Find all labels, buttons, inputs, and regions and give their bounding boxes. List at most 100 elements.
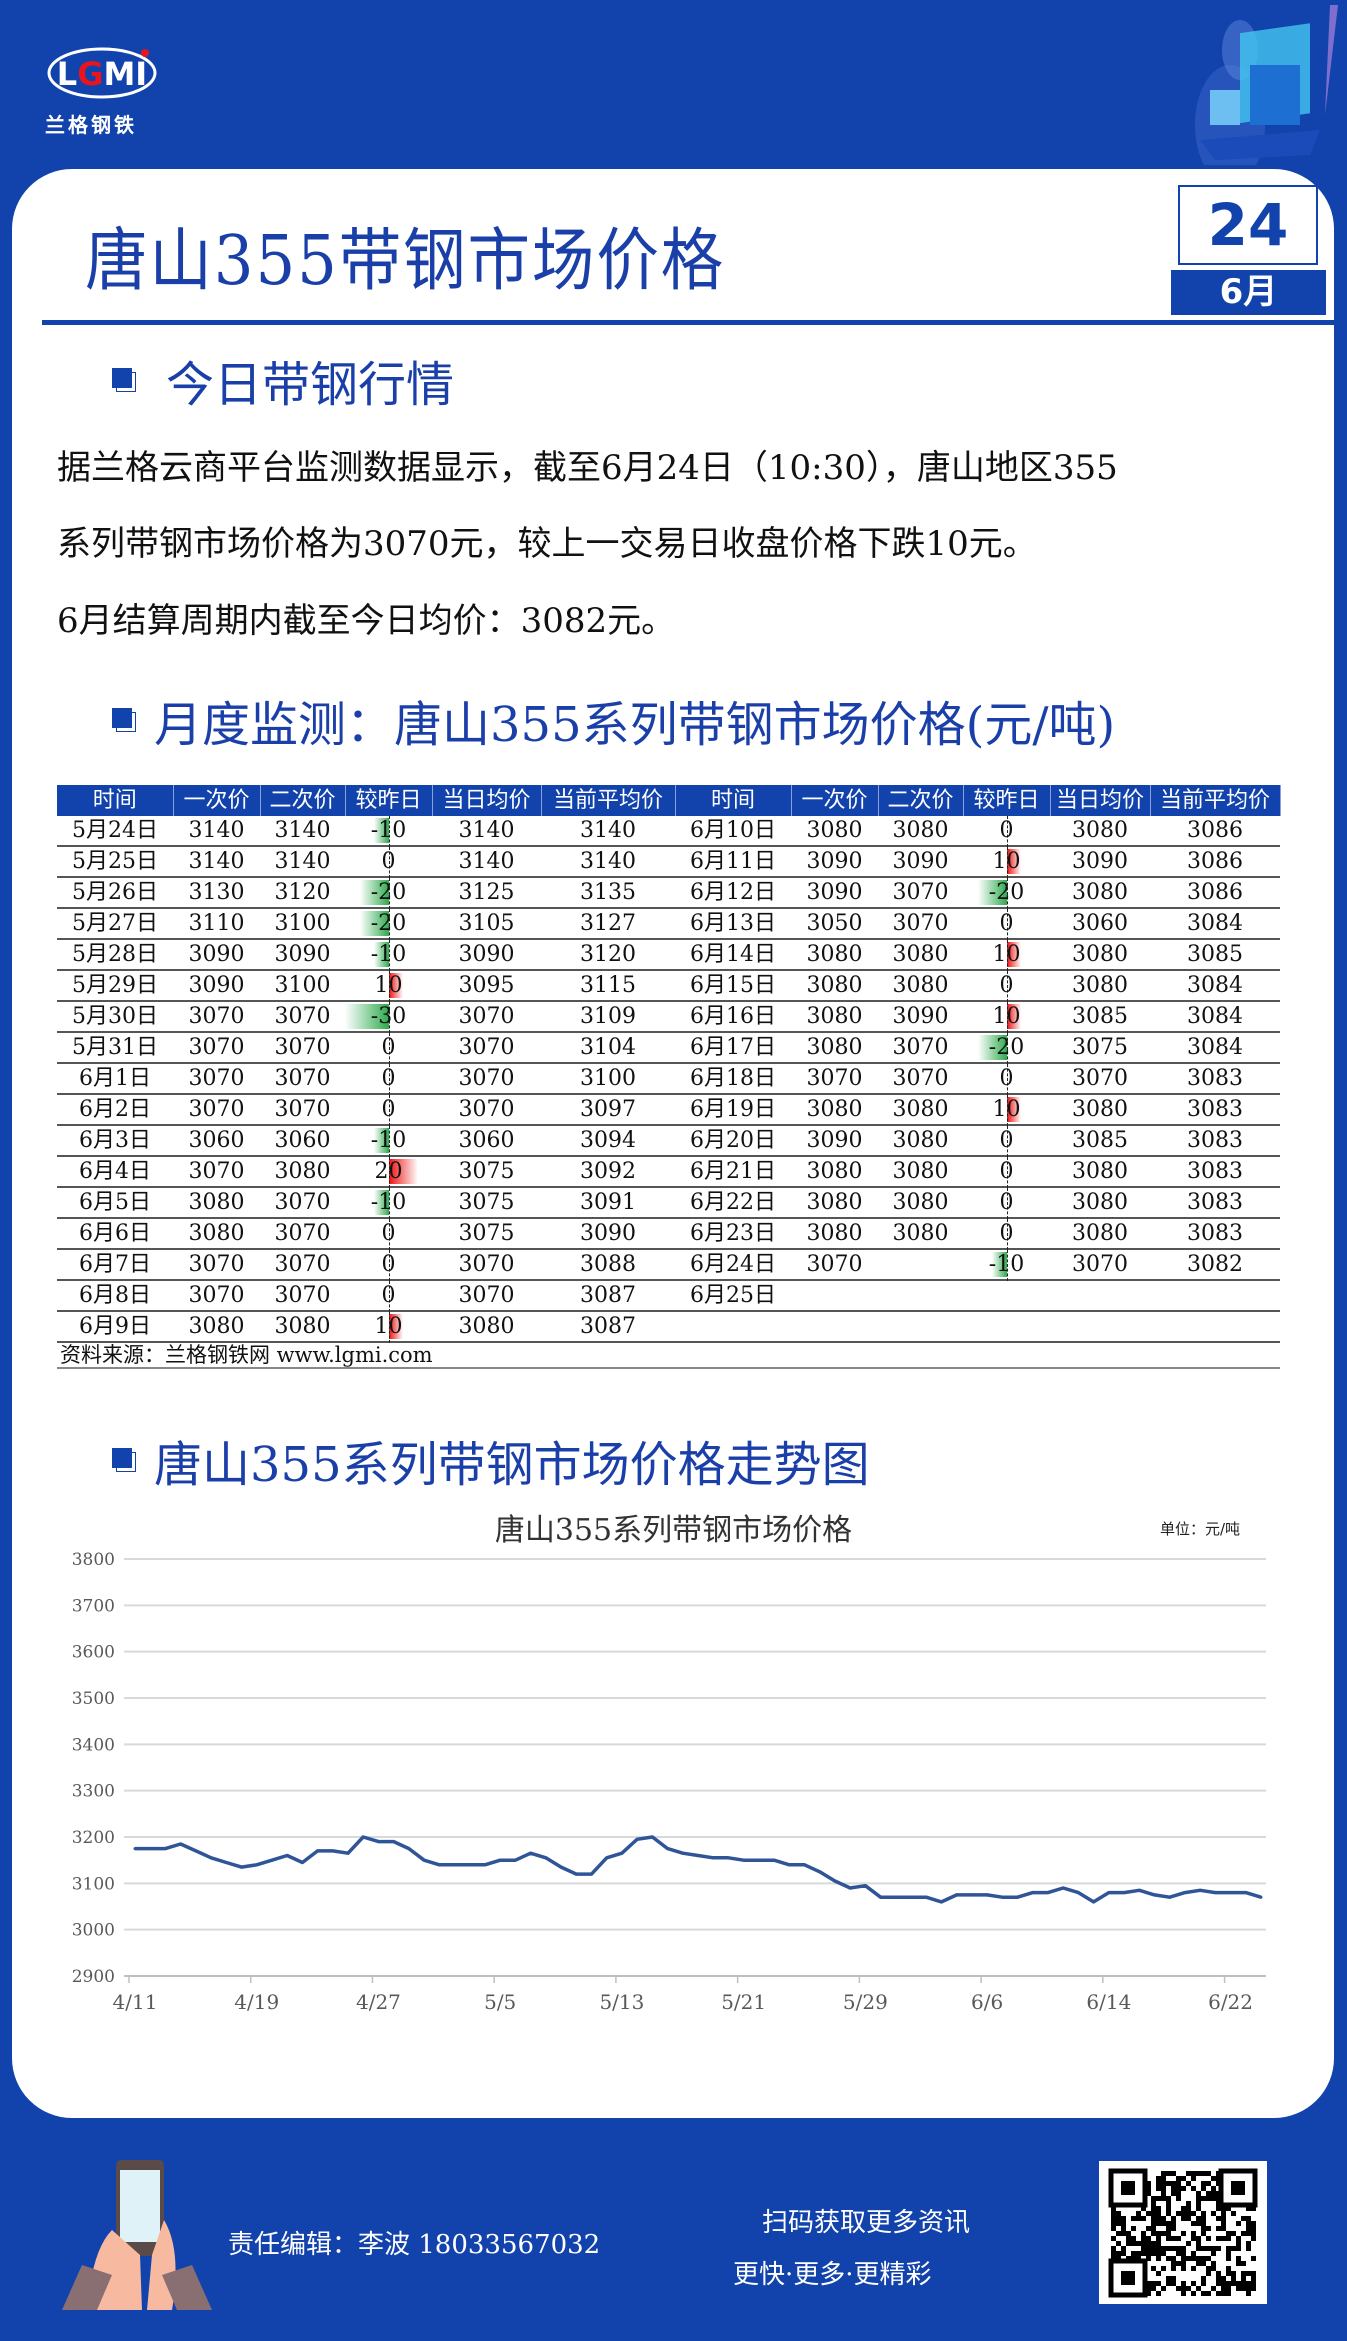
- price-cell: 3060: [1050, 908, 1150, 940]
- summary-line-2: 系列带钢市场价格为3070元，较上一交易日收盘价格下跌10元。: [57, 524, 1037, 564]
- data-point: [696, 1854, 700, 1858]
- zero-axis: [1006, 1095, 1008, 1126]
- qr-module: [1201, 2256, 1206, 2261]
- qr-module: [1216, 2226, 1221, 2231]
- cell-value: 3070: [458, 1066, 515, 1091]
- change-cell: 0: [345, 1218, 432, 1250]
- qr-module: [1161, 2191, 1166, 2196]
- qr-module: [1196, 2221, 1201, 2226]
- cell-value: -10: [370, 818, 407, 843]
- qr-module: [1171, 2191, 1176, 2196]
- date-cell: 6月23日: [675, 1218, 791, 1250]
- cell-value: 3083: [1187, 1159, 1243, 1184]
- qr-module: [1191, 2256, 1196, 2261]
- qr-module: [1171, 2246, 1176, 2251]
- y-tick-label: 3600: [72, 1643, 115, 1663]
- price-cell: 3080: [1050, 1218, 1150, 1250]
- cell-value: 3090: [1072, 849, 1128, 874]
- chart-unit: 单位：元/吨: [1160, 1520, 1241, 1538]
- cell-value: 3086: [1187, 849, 1243, 874]
- cell-value: 3070: [274, 1035, 331, 1060]
- qr-module: [1191, 2186, 1196, 2191]
- qr-module: [1241, 2286, 1246, 2291]
- price-cell: 3087: [541, 1311, 675, 1343]
- x-tick-label: 5/21: [721, 1990, 766, 2014]
- zero-axis: [388, 1157, 390, 1188]
- qr-module: [1116, 2216, 1121, 2221]
- cell-value: 0: [999, 1159, 1014, 1184]
- increase-bar: [1006, 942, 1021, 967]
- qr-module: [1231, 2246, 1236, 2251]
- cell-value: 3080: [188, 1314, 245, 1339]
- data-point: [407, 1847, 411, 1851]
- cell-value: 3135: [580, 880, 636, 905]
- cell-value: 0: [381, 849, 396, 874]
- qr-finder-center: [1121, 2181, 1135, 2195]
- cell-value: 5月25日: [72, 849, 158, 874]
- qr-module: [1161, 2246, 1166, 2251]
- price-cell: 3085: [1050, 1125, 1150, 1157]
- cell-value: 3090: [806, 880, 863, 905]
- qr-module: [1201, 2216, 1206, 2221]
- data-point: [879, 1895, 883, 1899]
- cell-value: 3085: [1072, 1128, 1128, 1153]
- qr-module: [1251, 2281, 1256, 2286]
- cell-value: 3140: [458, 818, 515, 843]
- svg-text:LGMI: LGMI: [57, 55, 147, 93]
- qr-module: [1146, 2251, 1151, 2256]
- qr-module: [1161, 2176, 1166, 2181]
- cell-value: 0: [381, 1221, 396, 1246]
- zero-axis: [388, 1064, 390, 1095]
- data-point: [163, 1847, 167, 1851]
- price-cell: 3084: [1150, 970, 1280, 1002]
- change-cell: 0: [963, 908, 1050, 940]
- qr-module: [1201, 2186, 1206, 2191]
- decrease-bar: [374, 1128, 389, 1153]
- cell-value: 10: [992, 1004, 1021, 1029]
- qr-module: [1231, 2211, 1236, 2216]
- date-cell: 5月29日: [57, 970, 173, 1002]
- price-cell: 3080: [878, 1125, 963, 1157]
- price-cell: 3100: [260, 970, 345, 1002]
- qr-module: [1181, 2261, 1186, 2266]
- qr-module: [1231, 2231, 1236, 2236]
- qr-module: [1151, 2216, 1156, 2221]
- cell-value: 10: [374, 973, 403, 998]
- zero-axis: [1006, 847, 1008, 878]
- cell-value: 6月7日: [79, 1252, 151, 1277]
- section-title: 唐山355系列带钢市场价格走势图: [154, 1437, 870, 1493]
- price-cell: 3084: [1150, 1032, 1280, 1064]
- cell-value: 3084: [1187, 1035, 1243, 1060]
- cell-value: 6月5日: [79, 1190, 151, 1215]
- price-cell: 3070: [878, 908, 963, 940]
- qr-module: [1196, 2246, 1201, 2251]
- qr-module: [1241, 2276, 1246, 2281]
- cell-value: 3086: [1187, 818, 1243, 843]
- qr-module: [1171, 2226, 1176, 2231]
- qr-module: [1246, 2271, 1251, 2276]
- qr-module: [1226, 2256, 1231, 2261]
- qr-module: [1176, 2191, 1181, 2196]
- qr-module: [1251, 2206, 1256, 2211]
- cell-value: 3125: [458, 880, 515, 905]
- data-point: [742, 1858, 746, 1862]
- data-point: [1016, 1895, 1020, 1899]
- price-cell: 3075: [1050, 1032, 1150, 1064]
- data-point: [513, 1858, 517, 1862]
- date-cell: 5月25日: [57, 846, 173, 878]
- data-point: [468, 1863, 472, 1867]
- section-title: 今日带钢行情: [166, 357, 455, 413]
- qr-module: [1201, 2196, 1206, 2201]
- change-cell: 0: [345, 1063, 432, 1095]
- qr-module: [1131, 2236, 1136, 2241]
- qr-module: [1211, 2211, 1216, 2216]
- decrease-bar: [374, 818, 389, 843]
- cell-value: 3080: [274, 1314, 331, 1339]
- price-cell: 3097: [541, 1094, 675, 1126]
- date-cell: 6月4日: [57, 1156, 173, 1188]
- qr-code[interactable]: [1099, 2161, 1267, 2304]
- zero-axis: [388, 1126, 390, 1157]
- price-cell: 3140: [432, 846, 541, 878]
- cell-value: 3120: [580, 942, 636, 967]
- qr-module: [1236, 2241, 1241, 2246]
